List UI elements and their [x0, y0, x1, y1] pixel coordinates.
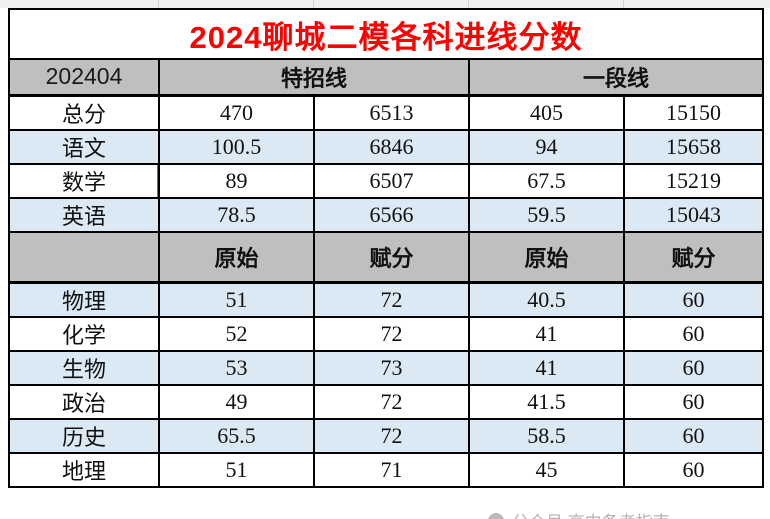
table-row: 政治 49 72 41.5 60 — [8, 384, 765, 420]
watermark: 公众号 高中备考指南 — [488, 508, 670, 519]
value-cell[interactable]: 41 — [468, 350, 625, 386]
table-row: 化学 52 72 41 60 — [8, 316, 765, 352]
row-label-cell[interactable]: 英语 — [8, 196, 160, 233]
page-title: 2024聊城二模各科进线分数 — [7, 8, 765, 60]
value-cell[interactable]: 59.5 — [468, 196, 625, 233]
value-cell[interactable]: 15219 — [622, 162, 765, 199]
value-cell[interactable]: 51 — [158, 452, 315, 488]
row-label-cell[interactable]: 历史 — [8, 418, 160, 454]
sheet-gridline-strip — [0, 0, 770, 8]
table-row: 语文 100.5 6846 94 15658 — [8, 128, 765, 165]
value-cell[interactable]: 41.5 — [468, 384, 625, 420]
selected-cell[interactable]: 数学 — [8, 162, 160, 199]
value-cell[interactable]: 89 — [158, 162, 315, 199]
value-cell[interactable]: 67.5 — [468, 162, 625, 199]
gridline — [623, 0, 624, 8]
table-row: 数学 89 6507 67.5 15219 — [8, 162, 765, 199]
table-row: 地理 51 71 45 60 — [8, 452, 765, 488]
value-cell[interactable]: 6513 — [313, 94, 470, 131]
value-cell[interactable]: 15658 — [622, 128, 765, 165]
value-cell[interactable]: 405 — [468, 94, 625, 131]
value-cell[interactable]: 49 — [158, 384, 315, 420]
value-cell[interactable]: 40.5 — [468, 281, 625, 318]
gridline — [313, 0, 314, 8]
value-cell[interactable]: 6846 — [313, 128, 470, 165]
value-cell[interactable]: 41 — [468, 316, 625, 352]
gridline — [158, 0, 159, 8]
row-label-cell[interactable]: 化学 — [8, 316, 160, 352]
value-cell[interactable]: 65.5 — [158, 418, 315, 454]
value-cell[interactable]: 60 — [622, 350, 765, 386]
value-cell[interactable]: 60 — [622, 316, 765, 352]
value-cell[interactable]: 15150 — [622, 94, 765, 131]
score-table: 2024聊城二模各科进线分数 202404 特招线 一段线 总分 470 651… — [7, 8, 765, 488]
value-cell[interactable]: 78.5 — [158, 196, 315, 233]
table-row: 202404 特招线 一段线 — [8, 58, 765, 97]
gridline — [468, 0, 469, 8]
value-cell[interactable]: 52 — [158, 316, 315, 352]
value-cell[interactable]: 58.5 — [468, 418, 625, 454]
value-cell[interactable]: 15043 — [622, 196, 765, 233]
watermark-text: 公众号 高中备考指南 — [512, 508, 670, 519]
value-cell[interactable]: 60 — [622, 384, 765, 420]
row-label-cell[interactable]: 地理 — [8, 452, 160, 488]
group-header-cell[interactable]: 一段线 — [467, 58, 765, 97]
value-cell[interactable]: 45 — [468, 452, 625, 488]
table-row: 总分 470 6513 405 15150 — [8, 94, 765, 131]
period-cell[interactable]: 202404 — [8, 58, 160, 97]
row-label-cell[interactable]: 总分 — [8, 94, 160, 131]
value-cell[interactable]: 470 — [158, 94, 315, 131]
group-header-cell[interactable]: 特招线 — [158, 58, 470, 97]
value-cell[interactable]: 51 — [158, 281, 315, 318]
table-row: 生物 53 73 41 60 — [8, 350, 765, 386]
table-row: 2024聊城二模各科进线分数 — [7, 8, 765, 60]
table-row: 历史 65.5 72 58.5 60 — [8, 418, 765, 454]
value-cell[interactable]: 6507 — [313, 162, 470, 199]
value-cell[interactable]: 72 — [313, 418, 470, 454]
subheader-cell[interactable]: 原始 — [158, 230, 315, 284]
row-label-cell[interactable]: 政治 — [8, 384, 160, 420]
row-label-cell[interactable]: 物理 — [8, 281, 160, 318]
value-cell[interactable]: 71 — [313, 452, 470, 488]
row-label-cell[interactable]: 生物 — [8, 350, 160, 386]
value-cell[interactable]: 53 — [158, 350, 315, 386]
table-row: 原始 赋分 原始 赋分 — [8, 230, 765, 284]
value-cell[interactable]: 6566 — [313, 196, 470, 233]
value-cell[interactable]: 60 — [622, 418, 765, 454]
value-cell[interactable]: 72 — [313, 384, 470, 420]
subheader-cell[interactable]: 原始 — [468, 230, 625, 284]
table-row: 英语 78.5 6566 59.5 15043 — [8, 196, 765, 233]
subheader-cell[interactable]: 赋分 — [313, 230, 470, 284]
value-cell[interactable]: 60 — [622, 281, 765, 318]
table-row: 物理 51 72 40.5 60 — [8, 281, 765, 318]
value-cell[interactable]: 100.5 — [158, 128, 315, 165]
value-cell[interactable]: 60 — [622, 452, 765, 488]
value-cell[interactable]: 72 — [313, 316, 470, 352]
watermark-logo-icon — [488, 512, 504, 519]
empty-subheader-cell[interactable] — [8, 230, 160, 284]
value-cell[interactable]: 73 — [313, 350, 470, 386]
subheader-cell[interactable]: 赋分 — [622, 230, 765, 284]
row-label-cell[interactable]: 语文 — [8, 128, 160, 165]
value-cell[interactable]: 94 — [468, 128, 625, 165]
value-cell[interactable]: 72 — [313, 281, 470, 318]
